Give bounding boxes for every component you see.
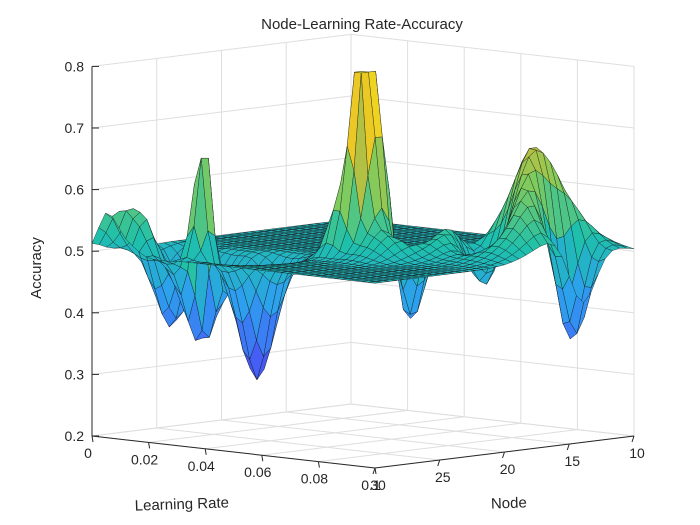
y-tick-mark	[566, 443, 570, 451]
y-grid-line	[286, 411, 570, 445]
z-axis-label: Accuracy	[28, 237, 45, 299]
x-tick-mark	[204, 448, 207, 455]
x-tick-mark	[148, 442, 151, 449]
z-grid-line	[350, 157, 635, 191]
z-tick-label: 0.5	[65, 243, 85, 259]
z-tick-label: 0.2	[65, 428, 85, 444]
x-tick-mark	[317, 461, 320, 468]
surface-patch	[368, 281, 383, 284]
y-tick-mark	[631, 435, 635, 443]
y-tick-mark	[372, 467, 376, 475]
x-axis-line	[91, 435, 376, 469]
z-grid-line	[350, 95, 635, 129]
chart-title: Node-Learning Rate-Accuracy	[261, 16, 463, 33]
x-tick-label: 0.08	[301, 471, 328, 487]
y-tick-mark	[502, 451, 505, 459]
x-tick-label: 0.02	[131, 451, 158, 467]
x-tick-label: 0	[84, 445, 92, 461]
tick-labels: 0 0.02 0.04 0.06 0.08 0.1 10 15 20 25 30 0.2 0.3 0.4 0…	[65, 58, 645, 493]
z-tick-label: 0.4	[65, 305, 85, 321]
x-tick-label: 0.04	[188, 458, 215, 474]
y-tick-label: 25	[435, 469, 451, 485]
y-grid-line	[350, 403, 635, 437]
x-tick-mark	[261, 455, 264, 462]
z-tick-label: 0.3	[65, 366, 85, 382]
x-tick-label: 0.1	[361, 477, 381, 493]
y-tick-label: 10	[629, 445, 645, 461]
surface-mesh	[91, 70, 635, 381]
x-axis-label: Learning Rate	[134, 494, 229, 514]
y-grid-line	[156, 427, 440, 461]
x-tick-label: 0.06	[244, 464, 271, 480]
axes	[91, 65, 635, 475]
z-tick-label: 0.8	[65, 58, 85, 74]
y-tick-label: 15	[564, 453, 580, 469]
z-grid-line	[350, 33, 635, 67]
y-axis-label: Node	[491, 494, 527, 512]
y-tick-label: 30	[370, 477, 386, 493]
y-grid-line	[221, 419, 505, 453]
x-tick-mark	[91, 435, 94, 443]
y-tick-label: 20	[500, 461, 516, 477]
z-tick-label: 0.7	[65, 120, 85, 136]
z-grid-line	[350, 341, 635, 375]
y-tick-mark	[437, 459, 441, 467]
z-tick-label: 0.6	[65, 182, 85, 198]
